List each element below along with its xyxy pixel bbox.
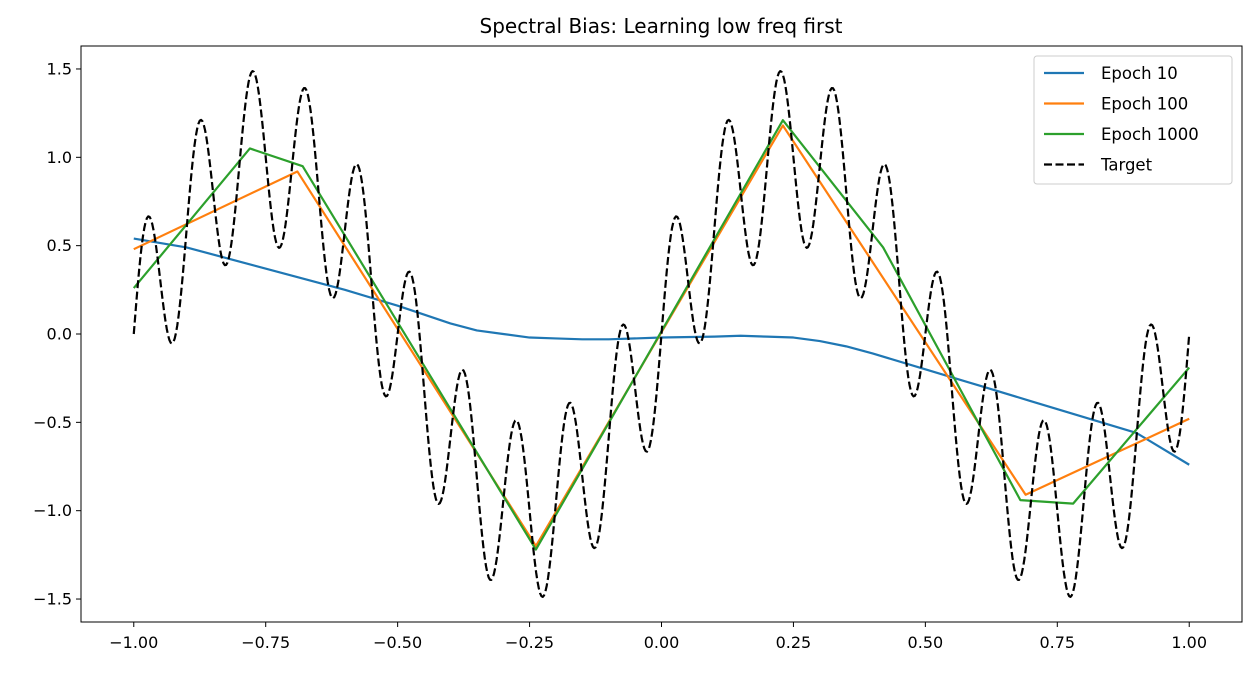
chart-title: Spectral Bias: Learning low freq first xyxy=(480,14,843,38)
y-tick-label: 0.0 xyxy=(47,325,72,344)
legend-box xyxy=(1033,55,1233,185)
y-axis: −1.5 −1.0 −0.5 0.0 0.5 1.0 1.5 xyxy=(33,59,81,609)
x-tick-label: 1.00 xyxy=(1171,633,1207,652)
y-tick-label: 1.5 xyxy=(47,59,72,78)
series-line-epoch-1000 xyxy=(132,119,1191,551)
plot-area xyxy=(132,70,1191,598)
x-tick-label: 0.50 xyxy=(908,633,944,652)
x-tick-label: 0.75 xyxy=(1039,633,1075,652)
x-tick-label: −0.25 xyxy=(505,633,554,652)
y-tick-label: −1.5 xyxy=(33,590,72,609)
legend: Epoch 10 Epoch 100 Epoch 1000 Target xyxy=(1033,55,1233,185)
x-axis: −1.00 −0.75 −0.50 −0.25 0.00 0.25 0.50 0.75 1.00 xyxy=(109,622,1207,652)
x-tick-label: −0.75 xyxy=(241,633,290,652)
y-tick-label: −0.5 xyxy=(33,413,72,432)
legend-label: Epoch 10 xyxy=(1101,64,1178,83)
x-tick-label: 0.25 xyxy=(776,633,812,652)
legend-label: Epoch 1000 xyxy=(1101,125,1199,144)
legend-label: Epoch 100 xyxy=(1101,95,1188,114)
x-tick-label: −0.50 xyxy=(373,633,422,652)
y-tick-label: 1.0 xyxy=(47,148,72,167)
series-line-epoch-10 xyxy=(133,237,1190,466)
x-tick-label: −1.00 xyxy=(109,633,158,652)
series-line-epoch-100 xyxy=(133,124,1190,548)
y-tick-label: 0.5 xyxy=(47,236,72,255)
y-tick-label: −1.0 xyxy=(33,501,72,520)
x-tick-label: 0.00 xyxy=(644,633,680,652)
legend-label: Target xyxy=(1100,156,1153,175)
